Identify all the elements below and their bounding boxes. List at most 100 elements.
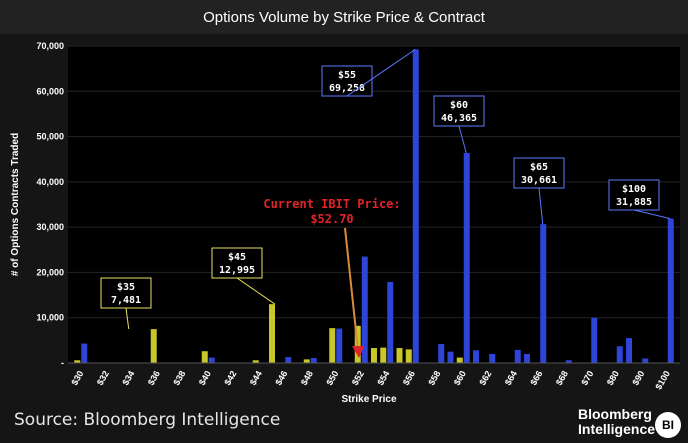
x-tick-label: $46 — [273, 369, 289, 387]
x-tick-label: $50 — [324, 369, 340, 387]
brand-logo: Bloomberg Intelligence — [578, 407, 655, 437]
annotation-box — [211, 247, 263, 279]
annotation-value: 46,365 — [441, 113, 477, 124]
brand-badge: BI — [655, 412, 681, 438]
bar-extra-$54 — [396, 348, 403, 363]
annotation-leader — [236, 277, 276, 305]
bar-extra-$60 — [473, 350, 479, 363]
annotation-box — [321, 65, 373, 97]
x-tick-label: $58 — [426, 369, 442, 387]
x-tick-label: $62 — [477, 369, 493, 387]
annotation-label: $55 — [338, 70, 356, 81]
annotation-box — [433, 95, 485, 127]
x-tick-label: $30 — [69, 369, 85, 387]
annotation-value: 30,661 — [521, 175, 557, 186]
bar-$44-a — [252, 360, 259, 363]
brand-line-1: Bloomberg — [578, 406, 652, 422]
annotation-leader — [458, 125, 467, 154]
bar-$62-b — [489, 353, 496, 363]
bar-$30-b — [81, 343, 88, 363]
x-tick-label: $44 — [248, 369, 264, 387]
plot-area — [68, 46, 680, 363]
annotation-value: 69,258 — [329, 83, 365, 94]
annotation-leader — [125, 307, 130, 330]
x-tick-label: $60 — [452, 369, 468, 387]
bar-$80-b — [616, 346, 623, 363]
bar-$30-a — [74, 360, 81, 363]
current-price-arrowhead — [352, 346, 364, 358]
bar-$40-b — [208, 357, 215, 363]
chart-title: Options Volume by Strike Price & Contrac… — [0, 0, 688, 34]
annotation-label: $35 — [117, 282, 135, 293]
x-tick-label: $52 — [350, 369, 366, 387]
x-tick-label: $36 — [146, 369, 162, 387]
bar-$100-b — [667, 218, 674, 363]
y-tick-label: 10,000 — [36, 313, 64, 323]
x-tick-label: $42 — [222, 369, 238, 387]
bar-$50-a — [329, 328, 336, 363]
x-tick-label: $48 — [299, 369, 315, 387]
bar-$50-b — [336, 328, 343, 363]
x-tick-label: $100 — [653, 369, 672, 391]
x-tick-label: $38 — [171, 369, 187, 387]
bar-$46-b — [285, 357, 292, 363]
annotation-leader — [633, 209, 671, 220]
annotation-value: 7,481 — [111, 295, 141, 306]
bar-$54-a — [380, 347, 387, 363]
x-tick-label: $68 — [554, 369, 570, 387]
bar-$54-b — [387, 281, 394, 363]
y-axis-label: # of Options Contracts Traded — [10, 133, 21, 276]
bar-$58-b — [438, 343, 445, 363]
y-tick-label: 70,000 — [36, 41, 64, 51]
annotation-box — [513, 157, 565, 189]
x-tick-label: $34 — [120, 369, 136, 387]
x-tick-label: $40 — [197, 369, 213, 387]
source-note: Source: Bloomberg Intelligence — [14, 410, 281, 430]
current-price-label: Current IBIT Price: — [263, 197, 400, 211]
bar-extra-$52 — [371, 348, 377, 363]
bar-$48-a — [303, 359, 310, 363]
bar-$36-a — [150, 329, 157, 363]
bar-$40-a — [201, 351, 208, 363]
bar-$90-b — [642, 358, 649, 363]
bar-extra-$44 — [269, 304, 275, 363]
bar-$60-a — [456, 357, 463, 363]
annotation-leader — [538, 187, 544, 225]
x-tick-label: $80 — [605, 369, 621, 387]
y-tick-label: - — [61, 358, 64, 368]
annotation-value: 12,995 — [219, 265, 255, 276]
x-tick-label: $66 — [528, 369, 544, 387]
y-tick-label: 50,000 — [36, 132, 64, 142]
annotation-leader — [346, 48, 416, 97]
bar-$60-b — [463, 153, 470, 363]
annotation-value: 31,885 — [616, 197, 652, 208]
annotation-label: $100 — [622, 184, 646, 195]
current-price-value: $52.70 — [310, 212, 353, 226]
current-price-arrow — [344, 227, 359, 351]
bar-$66-b — [540, 224, 547, 363]
bar-$56-a — [405, 349, 412, 363]
bar-$48-b — [310, 358, 317, 363]
y-tick-label: 20,000 — [36, 267, 64, 277]
annotation-label: $65 — [530, 162, 548, 173]
x-tick-label: $64 — [503, 369, 519, 387]
bar-extra-$80 — [626, 338, 632, 363]
bar-extra-$58 — [447, 351, 454, 363]
bar-$52-b — [361, 256, 368, 363]
x-tick-label: $56 — [401, 369, 417, 387]
x-tick-label: $54 — [375, 369, 391, 387]
bar-extra-$64 — [524, 353, 530, 363]
x-tick-label: $32 — [95, 369, 111, 387]
annotation-label: $45 — [228, 252, 246, 263]
x-axis-label: Strike Price — [341, 394, 396, 405]
x-tick-label: $70 — [579, 369, 595, 387]
y-tick-label: 60,000 — [36, 86, 64, 96]
bar-$56-b — [412, 49, 419, 363]
x-tick-label: $90 — [630, 369, 646, 387]
y-tick-label: 30,000 — [36, 222, 64, 232]
annotation-label: $60 — [450, 100, 468, 111]
bar-$70-b — [591, 317, 598, 363]
y-tick-label: 40,000 — [36, 177, 64, 187]
